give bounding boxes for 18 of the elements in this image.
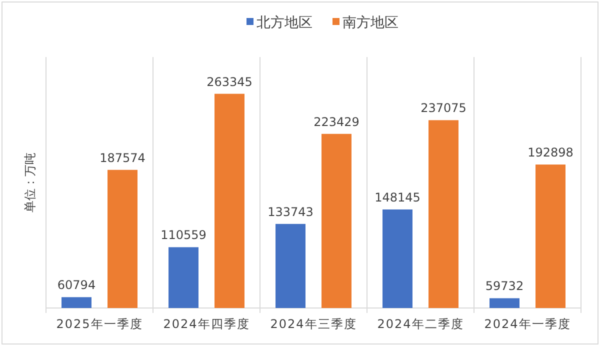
x-tick-label: 2024年四季度 (163, 317, 250, 331)
x-tick-label: 2024年三季度 (270, 317, 357, 331)
x-tick-label: 2025年一季度 (56, 317, 143, 331)
data-label: 192898 (528, 146, 574, 160)
legend-label: 北方地区 (256, 15, 312, 31)
data-label: 223429 (314, 114, 360, 129)
data-label: 59732 (485, 279, 524, 294)
data-label: 148145 (374, 190, 420, 204)
x-tick-label: 2024年一季度 (484, 317, 571, 331)
data-label: 263345 (206, 74, 252, 89)
data-label: 187574 (100, 150, 146, 165)
legend-label: 南方地区 (342, 15, 398, 31)
x-tick-label: 2024年二季度 (377, 317, 464, 331)
data-label: 133743 (268, 204, 314, 219)
y-axis-title: 单位：万吨 (23, 152, 37, 212)
data-label: 110559 (160, 228, 206, 242)
data-label: 60794 (57, 278, 96, 292)
data-label: 237075 (420, 101, 466, 116)
